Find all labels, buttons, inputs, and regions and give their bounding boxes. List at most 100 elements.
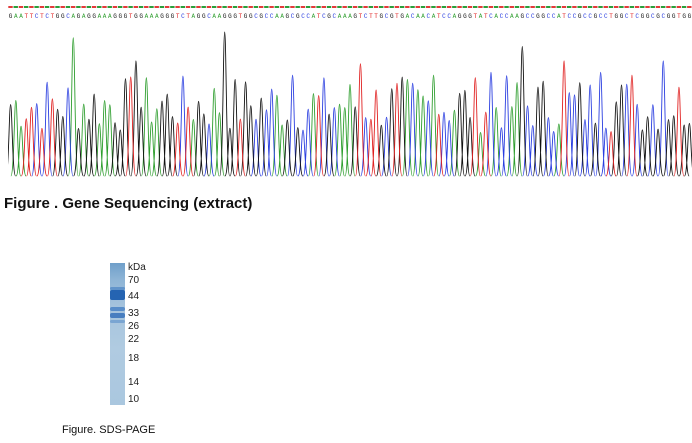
sequence-base-letter: C xyxy=(333,13,337,20)
marker-label-70: 70 xyxy=(128,275,140,286)
base-quality-tick xyxy=(253,6,259,8)
sequence-base-letter: T xyxy=(129,13,133,20)
sequence-base-letter: C xyxy=(301,13,305,20)
sequence-base-letter: G xyxy=(139,13,143,20)
sequence-base-letter: G xyxy=(353,13,357,20)
base-quality-tick xyxy=(624,6,629,8)
base-quality-tick xyxy=(645,6,650,8)
trace-t xyxy=(20,60,685,177)
marker-label-33: 33 xyxy=(128,308,140,319)
sequence-base-letter: A xyxy=(421,13,425,20)
base-quality-tick xyxy=(117,6,123,8)
base-quality-tick xyxy=(655,6,661,8)
sequence-base-letter: G xyxy=(124,13,128,20)
base-quality-tick xyxy=(232,6,238,8)
sequence-base-letter: G xyxy=(667,13,671,20)
sequence-base-letter: C xyxy=(207,13,211,20)
sequence-base-letter: A xyxy=(338,13,342,20)
sequence-base-letter: T xyxy=(474,13,478,20)
sequence-base-letter: C xyxy=(588,13,592,20)
sds-page-gel-lane xyxy=(110,263,125,405)
base-quality-tick xyxy=(640,6,645,8)
base-quality-tick xyxy=(206,6,212,8)
base-quality-tick xyxy=(65,6,71,8)
base-quality-tick xyxy=(60,6,65,8)
base-quality-tick xyxy=(452,6,457,8)
base-quality-tick xyxy=(499,6,504,8)
sequence-base-letter: G xyxy=(160,13,164,20)
sequence-base-letter: A xyxy=(453,13,457,20)
base-quality-tick xyxy=(337,6,342,8)
gel-band-30kda-faint xyxy=(110,320,125,323)
base-quality-tick xyxy=(373,6,379,8)
trace-c xyxy=(31,60,669,177)
base-quality-tick xyxy=(269,6,274,8)
sequence-base-letter: A xyxy=(416,13,420,20)
base-quality-tick xyxy=(211,6,217,8)
sequence-base-letter: A xyxy=(98,13,102,20)
sequence-base-letter: A xyxy=(280,13,284,20)
base-quality-tick xyxy=(551,6,556,8)
sequence-base-letter: G xyxy=(380,13,384,20)
base-quality-tick xyxy=(50,6,55,8)
sequence-base-letter: A xyxy=(192,13,196,20)
sequence-base-letter: C xyxy=(447,13,451,20)
base-quality-tick xyxy=(86,6,92,8)
base-quality-tick xyxy=(112,6,118,8)
base-quality-tick xyxy=(613,6,619,8)
base-quality-tick xyxy=(540,6,546,8)
base-quality-tick xyxy=(473,6,478,8)
base-quality-tick xyxy=(462,6,467,8)
sequence-base-letter: G xyxy=(656,13,660,20)
sequence-base-letter: T xyxy=(176,13,180,20)
sequence-base-letter: G xyxy=(286,13,290,20)
base-quality-tick xyxy=(598,6,603,8)
sequence-base-letter: A xyxy=(218,13,222,20)
base-quality-tick xyxy=(530,6,535,8)
base-quality-tick xyxy=(13,6,18,8)
base-quality-tick xyxy=(154,6,159,8)
base-quality-tick xyxy=(561,6,567,8)
marker-label-44: 44 xyxy=(128,291,140,302)
sequence-base-letter: G xyxy=(620,13,624,20)
base-quality-tick xyxy=(159,6,165,8)
sequence-base-letter: A xyxy=(406,13,410,20)
sequence-base-letter: T xyxy=(24,13,28,20)
sequence-base-letter: G xyxy=(223,13,227,20)
sequence-base-letter: T xyxy=(51,13,55,20)
sequence-base-letter: G xyxy=(672,13,676,20)
sequence-base-letter: A xyxy=(19,13,23,20)
marker-label-18: 18 xyxy=(128,353,140,364)
sequence-base-letter: T xyxy=(677,13,681,20)
sequence-base-letter: C xyxy=(265,13,269,20)
sequence-base-letter: C xyxy=(66,13,70,20)
sequence-base-letter: G xyxy=(244,13,248,20)
sequence-base-letter: A xyxy=(145,13,149,20)
sequence-base-letter: C xyxy=(442,13,446,20)
base-quality-tick xyxy=(39,6,45,8)
sequence-base-letter: G xyxy=(202,13,206,20)
base-quality-tick xyxy=(180,6,186,8)
sequence-base-letter: T xyxy=(30,13,34,20)
base-quality-tick xyxy=(305,6,311,8)
sequence-base-letter: C xyxy=(661,13,665,20)
base-quality-tick xyxy=(572,6,577,8)
base-quality-tick xyxy=(415,6,420,8)
sequence-base-letter: C xyxy=(306,13,310,20)
base-quality-tick xyxy=(634,6,640,8)
base-quality-tick xyxy=(332,6,337,8)
sequence-base-letter: C xyxy=(270,13,274,20)
base-quality-tick xyxy=(587,6,593,8)
sequence-base-letter: G xyxy=(9,13,13,20)
sequence-base-letter: C xyxy=(427,13,431,20)
base-quality-tick xyxy=(399,6,405,8)
sequence-base-letter: G xyxy=(641,13,645,20)
base-quality-tick xyxy=(666,6,671,8)
base-quality-tick xyxy=(603,6,608,8)
base-quality-tick xyxy=(394,6,400,8)
base-quality-tick xyxy=(201,6,206,8)
base-quality-tick xyxy=(478,6,483,8)
base-quality-tick xyxy=(243,6,248,8)
sequence-base-letter: G xyxy=(458,13,462,20)
sequence-base-letter: G xyxy=(197,13,201,20)
